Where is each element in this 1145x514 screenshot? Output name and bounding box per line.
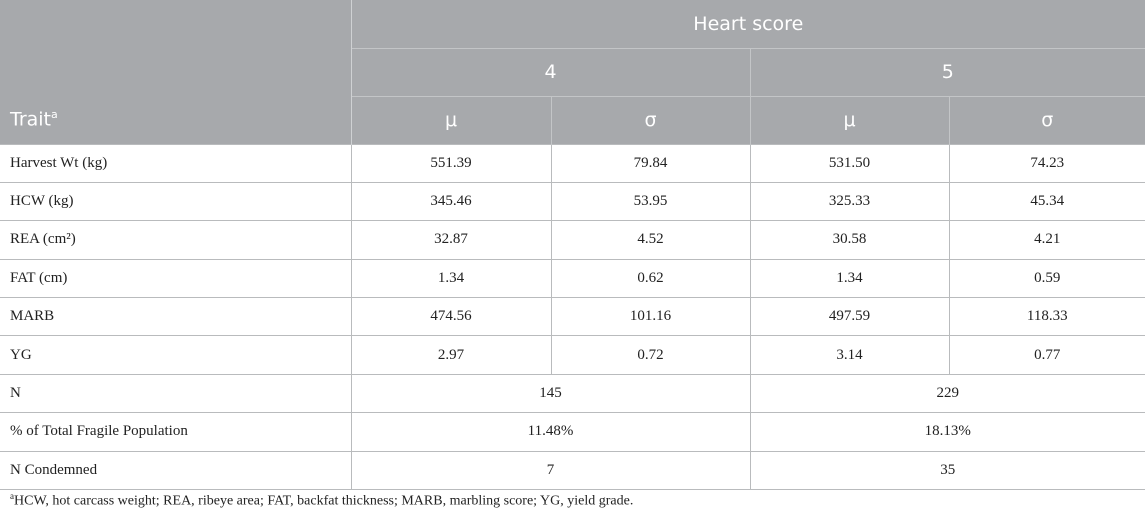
score-4-mean-cell: 474.56: [351, 297, 552, 337]
score-5-sd-cell: 0.77: [949, 335, 1145, 375]
score-5-sd-cell: 0.59: [949, 259, 1145, 299]
score-4-sd-cell: 0.72: [551, 335, 751, 375]
trait-cell: Harvest Wt (kg): [0, 143, 352, 183]
table-footnote: aHCW, hot carcass weight; REA, ribeye ar…: [10, 491, 633, 510]
trait-cell: YG: [0, 335, 352, 375]
score-5-summary-cell: 35: [750, 451, 1145, 491]
score-5-summary-cell: 229: [750, 374, 1145, 414]
footnote-marker: a: [10, 491, 14, 501]
heart-score-header: Heart score: [351, 0, 1145, 49]
score-4-summary-cell: 11.48%: [351, 412, 751, 452]
trait-cell: FAT (cm): [0, 259, 352, 299]
trait-summary-table: Traita Heart score 4 5 μ σ μ σ Harvest W…: [0, 0, 1145, 491]
score-4-mean-cell: 32.87: [351, 220, 552, 260]
score-5-summary-cell: 18.13%: [750, 412, 1145, 452]
trait-cell: REA (cm²): [0, 220, 352, 260]
score-5-mean-cell: 30.58: [750, 220, 950, 260]
trait-column-header: Traita: [0, 0, 352, 144]
score-4-header: 4: [351, 48, 751, 97]
score-4-mean-cell: 345.46: [351, 182, 552, 222]
table-row: HCW (kg) 345.46 53.95 325.33 45.34: [0, 182, 1145, 222]
trait-header-label: Trait: [10, 108, 51, 131]
header-row-scores: 4 5: [0, 48, 1145, 97]
summary-row: N 145 229: [0, 374, 1145, 414]
score-4-mean-cell: 2.97: [351, 335, 552, 375]
score-4-sd-cell: 101.16: [551, 297, 751, 337]
summary-label-cell: N Condemned: [0, 451, 352, 491]
table-row: FAT (cm) 1.34 0.62 1.34 0.59: [0, 259, 1145, 299]
score-4-sd-header: σ: [551, 96, 751, 144]
score-4-sd-cell: 4.52: [551, 220, 751, 260]
score-5-mean-cell: 497.59: [750, 297, 950, 337]
table-header: Traita Heart score 4 5 μ σ μ σ: [0, 0, 1145, 144]
header-row-stats: μ σ μ σ: [0, 96, 1145, 144]
score-4-sd-cell: 79.84: [551, 143, 751, 183]
score-5-sd-cell: 45.34: [949, 182, 1145, 222]
summary-label-cell: N: [0, 374, 352, 414]
summary-label-cell: % of Total Fragile Population: [0, 412, 352, 452]
score-5-sd-cell: 4.21: [949, 220, 1145, 260]
trait-header-footnote-marker: a: [51, 108, 58, 122]
table-row: Harvest Wt (kg) 551.39 79.84 531.50 74.2…: [0, 143, 1145, 183]
score-5-sd-cell: 74.23: [949, 143, 1145, 183]
score-4-summary-cell: 7: [351, 451, 751, 491]
score-4-sd-cell: 53.95: [551, 182, 751, 222]
header-row-group: Traita Heart score: [0, 0, 1145, 144]
score-4-mean-cell: 1.34: [351, 259, 552, 299]
score-4-mean-header: μ: [351, 96, 552, 144]
score-4-mean-cell: 551.39: [351, 143, 552, 183]
summary-row: N Condemned 7 35: [0, 451, 1145, 491]
summary-row: % of Total Fragile Population 11.48% 18.…: [0, 412, 1145, 452]
score-5-mean-cell: 531.50: [750, 143, 950, 183]
footnote-text: HCW, hot carcass weight; REA, ribeye are…: [14, 493, 634, 509]
score-5-header: 5: [750, 48, 1145, 97]
score-5-sd-header: σ: [949, 96, 1145, 144]
table-body: Harvest Wt (kg) 551.39 79.84 531.50 74.2…: [0, 143, 1145, 491]
table-row: REA (cm²) 32.87 4.52 30.58 4.21: [0, 220, 1145, 260]
score-5-mean-cell: 3.14: [750, 335, 950, 375]
score-5-mean-cell: 1.34: [750, 259, 950, 299]
trait-cell: HCW (kg): [0, 182, 352, 222]
score-5-sd-cell: 118.33: [949, 297, 1145, 337]
trait-cell: MARB: [0, 297, 352, 337]
table-row: MARB 474.56 101.16 497.59 118.33: [0, 297, 1145, 337]
score-5-mean-cell: 325.33: [750, 182, 950, 222]
score-5-mean-header: μ: [750, 96, 950, 144]
table-row: YG 2.97 0.72 3.14 0.77: [0, 335, 1145, 375]
score-4-sd-cell: 0.62: [551, 259, 751, 299]
score-4-summary-cell: 145: [351, 374, 751, 414]
